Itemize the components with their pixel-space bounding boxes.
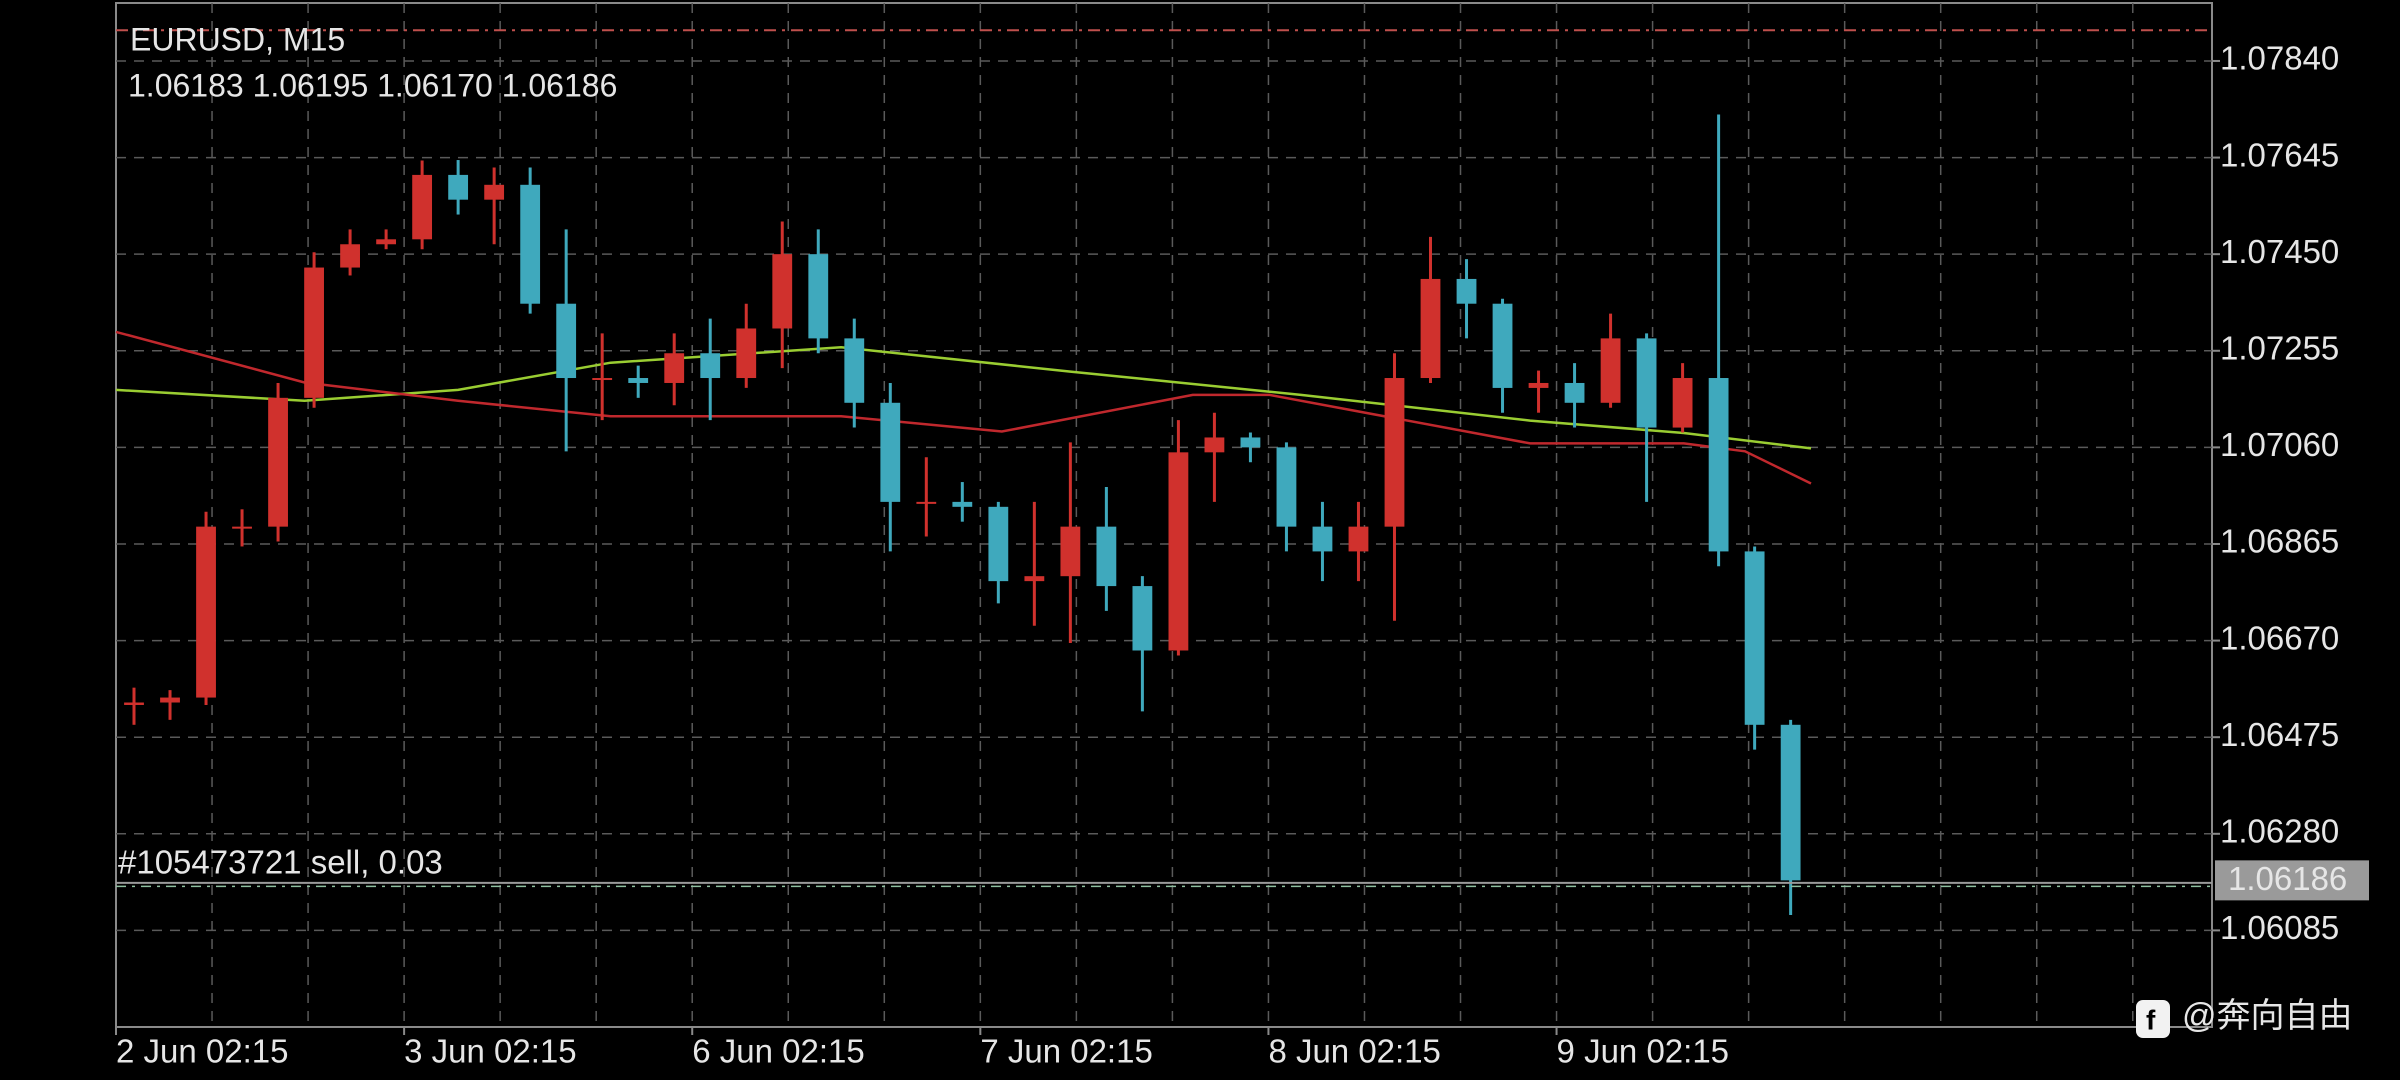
watermark-icon: [2136, 1000, 2170, 1038]
ohlc-readout: 1.06183 1.06195 1.06170 1.06186: [128, 67, 617, 103]
x-tick-label: 9 Jun 02:15: [1557, 1033, 1729, 1070]
moving-average: [115, 330, 1812, 485]
candle-body: [448, 174, 469, 200]
candle-body: [1456, 278, 1477, 304]
y-tick-label: 1.07060: [2220, 426, 2339, 463]
candle-body: [1348, 526, 1369, 552]
candle-body: [1744, 551, 1765, 725]
candle-body: [1312, 526, 1333, 552]
candle-body: [592, 378, 613, 381]
candle-body: [196, 526, 216, 698]
candle-body: [808, 254, 829, 339]
candle-body: [160, 697, 180, 703]
y-tick-label: 1.06670: [2220, 619, 2339, 656]
candle-body: [1672, 378, 1693, 428]
candle-body: [1492, 303, 1513, 388]
y-tick-label: 1.07450: [2220, 233, 2339, 270]
candle-body: [1168, 452, 1189, 651]
y-tick-label: 1.07255: [2220, 329, 2339, 366]
candle-body: [1780, 724, 1801, 881]
candle-body: [1276, 447, 1297, 527]
order-label: #105473721 sell, 0.03: [118, 844, 443, 881]
candle-body: [1600, 338, 1621, 403]
candle-body: [232, 526, 252, 529]
x-tick-label: 6 Jun 02:15: [692, 1033, 864, 1070]
candle-body: [484, 184, 505, 200]
candle-body: [1096, 526, 1117, 587]
candle-body: [988, 506, 1009, 582]
candle-body: [844, 338, 865, 403]
candle-body: [520, 184, 541, 304]
x-tick-label: 7 Jun 02:15: [980, 1033, 1152, 1070]
candle-body: [664, 353, 685, 383]
candle-body: [1420, 278, 1441, 379]
candle-body: [1636, 338, 1657, 428]
candle-body: [1708, 378, 1729, 552]
x-tick-label: 2 Jun 02:15: [116, 1033, 288, 1070]
candle-body: [772, 254, 793, 329]
bid-label: 1.06186: [2228, 860, 2347, 897]
x-tick-label: 8 Jun 02:15: [1268, 1033, 1440, 1070]
candle-body: [628, 378, 649, 383]
y-tick-label: 1.06280: [2220, 813, 2339, 850]
candle-body: [736, 328, 757, 379]
y-tick-label: 1.06865: [2220, 523, 2339, 560]
chart-title: EURUSD, M15: [130, 21, 345, 57]
candle-body: [1240, 437, 1261, 448]
candle-body: [1132, 586, 1153, 651]
candle-body: [412, 174, 433, 240]
candle-body: [1564, 382, 1585, 403]
candle-body: [1204, 437, 1225, 453]
y-tick-label: 1.07840: [2220, 40, 2339, 77]
watermark: @奔向自由: [2182, 997, 2353, 1035]
candle-body: [1060, 526, 1081, 577]
x-tick-label: 3 Jun 02:15: [404, 1033, 576, 1070]
candle-body: [916, 501, 937, 504]
candle-body: [268, 397, 288, 527]
moving-average: [115, 346, 1812, 450]
candle-body: [700, 353, 721, 379]
y-tick-label: 1.06085: [2220, 909, 2339, 946]
candle-body: [1528, 382, 1549, 388]
candle-body: [880, 402, 901, 502]
y-tick-label: 1.07645: [2220, 136, 2339, 173]
plot-layer: #105473721 sell, 0.03: [115, 3, 2212, 1027]
plot-frame: [115, 2, 2213, 1028]
candle-body: [556, 303, 577, 379]
bid-tag: [2215, 860, 2369, 901]
candle-body: [1024, 576, 1045, 582]
candle-body: [340, 244, 360, 268]
candle-body: [376, 239, 397, 245]
candle-body: [304, 267, 324, 398]
candle-body: [1384, 378, 1405, 527]
watermark-icon-glyph: f: [2146, 1004, 2156, 1035]
y-tick-label: 1.06475: [2220, 716, 2339, 753]
candle-body: [952, 501, 973, 507]
candle-body: [124, 702, 144, 705]
